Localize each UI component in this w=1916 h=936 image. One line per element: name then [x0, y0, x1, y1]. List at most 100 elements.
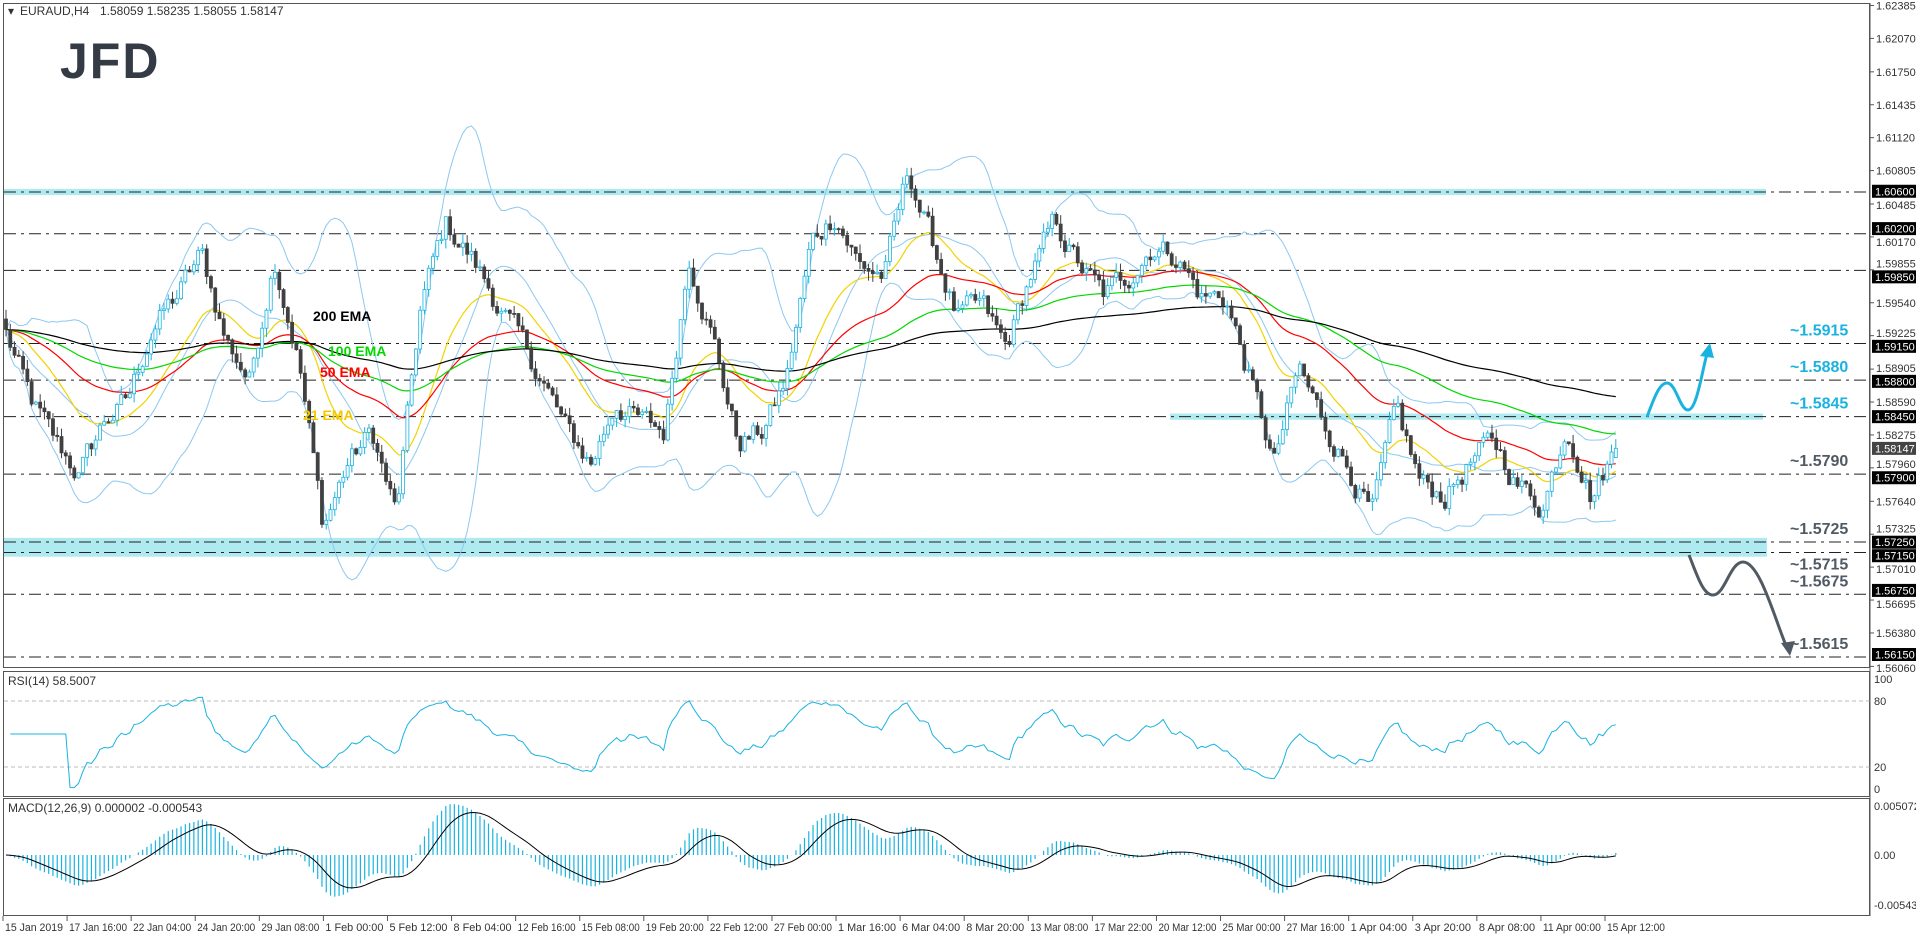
- candle: [1092, 262, 1097, 283]
- candle: [1396, 395, 1400, 408]
- candle: [802, 270, 807, 303]
- candle: [627, 398, 632, 424]
- candle: [153, 324, 158, 349]
- candle: [123, 392, 128, 399]
- candle: [132, 366, 137, 403]
- macd-tick-label: 0.005072: [1874, 801, 1916, 813]
- candle: [764, 423, 768, 447]
- candle: [1054, 212, 1059, 227]
- candle: [755, 421, 760, 437]
- candle: [38, 394, 43, 417]
- candle: [892, 212, 897, 241]
- candle: [841, 225, 845, 239]
- arrow-head-down-icon: [1781, 641, 1795, 656]
- rsi-tick-label: 20: [1874, 762, 1886, 774]
- candle: [46, 411, 51, 428]
- ema-200-label: 200 EMA: [313, 308, 371, 324]
- candle: [1297, 360, 1302, 377]
- candle: [349, 443, 354, 473]
- candle: [324, 513, 329, 530]
- candle: [422, 281, 427, 315]
- candle: [636, 403, 640, 418]
- x-tick-label: 19 Feb 20:00: [646, 922, 704, 934]
- candle: [431, 253, 435, 275]
- candle: [947, 288, 952, 300]
- candle: [1319, 391, 1324, 421]
- candle: [798, 296, 803, 333]
- level-annotation: ~1.5915: [1790, 323, 1848, 340]
- candle: [1041, 223, 1046, 254]
- candle: [247, 369, 252, 378]
- candle: [1020, 300, 1025, 315]
- y-tick-label: 1.57960: [1876, 459, 1916, 471]
- candle: [1208, 292, 1213, 299]
- candle: [183, 264, 188, 284]
- candle: [1400, 399, 1405, 432]
- level-price-tag-text: 1.56150: [1875, 650, 1915, 662]
- candle: [21, 351, 25, 375]
- candle: [1148, 248, 1153, 267]
- candle: [29, 378, 34, 407]
- rsi-pane: [3, 671, 1870, 797]
- candle: [1276, 434, 1281, 456]
- candle: [243, 367, 248, 385]
- candle: [657, 421, 662, 439]
- candle: [542, 376, 546, 392]
- candle: [1011, 314, 1016, 348]
- candle: [806, 241, 811, 284]
- candle: [917, 199, 922, 218]
- candle: [392, 483, 397, 505]
- candle: [1323, 411, 1328, 440]
- candle: [170, 291, 175, 309]
- candle: [234, 345, 239, 369]
- arrow-head-up-icon: [1700, 343, 1714, 358]
- candle: [866, 264, 871, 281]
- candle: [332, 491, 337, 516]
- level-price-tag: [1872, 535, 1916, 549]
- candle: [1455, 475, 1460, 489]
- candle: [1438, 482, 1443, 503]
- candle: [268, 275, 273, 314]
- candle: [1507, 468, 1511, 486]
- candle: [1255, 378, 1260, 400]
- candle: [1404, 423, 1409, 443]
- candle: [166, 294, 171, 313]
- candle: [772, 397, 777, 407]
- candle: [1515, 472, 1520, 489]
- candle: [887, 232, 892, 267]
- candle: [845, 230, 850, 253]
- candle: [1195, 270, 1200, 300]
- candle: [469, 242, 474, 262]
- level-price-tag-text: 1.58450: [1875, 412, 1915, 424]
- candle: [1379, 453, 1383, 487]
- candle: [623, 411, 628, 428]
- candle: [290, 314, 294, 349]
- candle: [870, 262, 875, 282]
- x-tick-label: 22 Feb 12:00: [710, 922, 768, 934]
- y-tick-label: 1.62070: [1876, 33, 1916, 45]
- chart-frame: [3, 3, 1870, 916]
- candle: [277, 269, 282, 299]
- candle: [1357, 484, 1362, 503]
- candle: [418, 305, 423, 354]
- candle: [1293, 372, 1298, 394]
- level-annotation: ~1.5845: [1790, 396, 1848, 413]
- rsi-line: [10, 696, 1616, 789]
- level-price-tag-text: 1.58800: [1875, 376, 1915, 388]
- candle: [1332, 444, 1336, 462]
- candle: [1340, 445, 1345, 457]
- collapse-triangle-icon[interactable]: ▾: [8, 4, 14, 18]
- candle: [815, 224, 820, 238]
- ema-21-label: 21 EMA: [303, 407, 354, 423]
- y-tick-label: 1.58905: [1876, 363, 1916, 375]
- candle: [1413, 451, 1417, 469]
- y-tick-label: 1.56695: [1876, 599, 1916, 611]
- candle: [875, 264, 879, 276]
- candle: [260, 321, 265, 358]
- x-tick-label: 3 Apr 20:00: [1415, 922, 1471, 934]
- candle: [1558, 446, 1563, 470]
- candle: [209, 274, 213, 293]
- ohlc-readout: 1.58059 1.58235 1.58055 1.58147: [100, 4, 284, 18]
